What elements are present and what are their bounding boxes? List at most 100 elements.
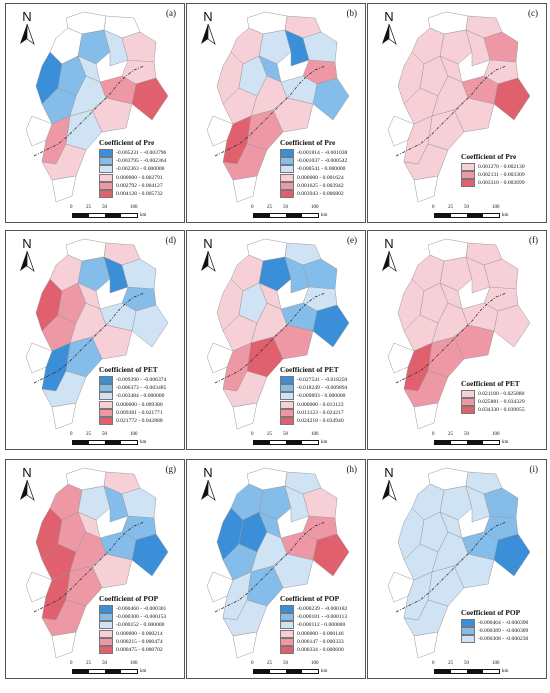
- scale-bar: 0 25 50 100 km: [70, 661, 147, 674]
- scale-unit: km: [321, 669, 328, 674]
- panel-label: (h): [346, 464, 358, 474]
- map-region: [103, 29, 129, 67]
- legend-range: 0.001270 - 0.002130: [478, 164, 525, 171]
- legend-entry: -0.027541 - -0.018250: [280, 376, 347, 385]
- map-region: [103, 485, 129, 523]
- scale-tick-label: 100: [130, 661, 138, 666]
- scale-tick-label: 50: [283, 661, 288, 666]
- legend-swatch: [99, 173, 113, 182]
- legend-range: 0.003310 - 0.003699: [478, 180, 525, 187]
- legend-swatch: [99, 637, 113, 646]
- legend-title: Coefficient of Pre: [280, 138, 336, 147]
- legend-swatch: [461, 635, 475, 644]
- north-arrow-shape: [382, 23, 397, 45]
- legend-swatch: [99, 376, 113, 385]
- legend-range: -0.000464 - -0.000390: [478, 620, 529, 627]
- legend-entry: 0.000215 - 0.000474: [99, 637, 166, 646]
- legend-entry: 0.021180 - 0.025880: [461, 390, 525, 399]
- legend-title: Coefficient of Pre: [99, 138, 155, 147]
- panel-label: (d): [165, 235, 177, 245]
- legend-entry: 0.021772 - 0.042888: [99, 417, 166, 426]
- scale-bar: 0 25 50 100 km: [251, 205, 327, 218]
- scale-tick-label: 0: [70, 205, 73, 210]
- legend-swatch: [280, 149, 294, 158]
- map-region: [493, 304, 531, 348]
- choropleth-map: [206, 467, 350, 659]
- legend-entry: 0.024218 - 0.034940: [280, 417, 347, 426]
- legend-range: 0.009381 - 0.021771: [116, 409, 163, 416]
- legend-entry: -0.000112 - 0.000000: [280, 621, 347, 630]
- legend-entry: -0.000389 - -0.000309: [461, 627, 528, 636]
- legend-swatch: [99, 629, 113, 638]
- map-region: [312, 533, 350, 577]
- scale-bar-segments: [434, 669, 500, 674]
- legend-range: 0.000000 - 0.013122: [297, 401, 344, 408]
- legend-swatch: [461, 179, 475, 188]
- scale-bar-segments: [253, 213, 319, 218]
- scale-bar: 0 25 50 100 km: [251, 432, 327, 445]
- scale-tick-label: 50: [283, 432, 288, 437]
- map-region: [312, 77, 350, 121]
- legend-entry: 0.000000 - 0.013122: [280, 400, 347, 409]
- legend: Coefficient of Pre 0.001270 - 0.002130 0.0…: [461, 152, 525, 188]
- north-arrow-shape: [20, 250, 35, 272]
- legend-swatch: [99, 165, 113, 174]
- north-arrow-shape: [382, 250, 397, 272]
- scale-tick-label: 100: [492, 205, 500, 210]
- legend-range: 0.000475 - 0.000702: [116, 647, 163, 654]
- choropleth-map: [25, 238, 169, 430]
- legend-range: 0.034330 - 0.039055: [478, 407, 525, 414]
- scale-unit: km: [140, 669, 147, 674]
- choropleth-map: [206, 238, 350, 430]
- legend-swatch: [99, 417, 113, 426]
- north-arrow-icon: N: [378, 466, 400, 506]
- north-label: N: [384, 9, 394, 24]
- map-region: [232, 631, 258, 659]
- river-line: [33, 292, 145, 384]
- scale-tick-label: 0: [251, 205, 254, 210]
- legend-entry: 0.013123 - 0.024217: [280, 408, 347, 417]
- scale-tick-label: 50: [102, 432, 107, 437]
- map-region: [25, 342, 53, 374]
- legend-swatch: [280, 646, 294, 655]
- legend-entry: 0.003310 - 0.003699: [461, 179, 525, 188]
- river-line: [395, 65, 507, 157]
- legend-entry: 0.000000 - 0.000146: [280, 629, 347, 638]
- legend-entry: 0.002792 - 0.004127: [99, 181, 166, 190]
- legend-entry: -0.003484 - 0.000000: [99, 392, 166, 401]
- legend-entry: -0.000541 - 0.000000: [280, 165, 347, 174]
- choropleth-map: [387, 467, 531, 659]
- scale-unit: km: [502, 669, 509, 674]
- panel-label: (b): [346, 8, 358, 18]
- legend: Coefficient of POP -0.000460 - -0.000301-…: [99, 594, 167, 655]
- legend-entry: 0.001270 - 0.002130: [461, 163, 525, 172]
- legend-swatch: [99, 181, 113, 190]
- scale-tick-label: 50: [283, 205, 288, 210]
- legend-entry: -0.000181 - -0.000113: [280, 613, 347, 622]
- scale-tick-label: 100: [311, 661, 319, 666]
- river-line: [395, 521, 507, 613]
- scale-bar-segments: [72, 669, 138, 674]
- north-arrow-icon: N: [16, 466, 38, 506]
- north-arrow-icon: N: [378, 237, 400, 277]
- north-arrow-icon: N: [197, 466, 219, 506]
- panel-label: (e): [347, 235, 357, 245]
- legend-swatch: [461, 398, 475, 407]
- north-label: N: [203, 236, 213, 251]
- legend: Coefficient of POP -0.000464 - -0.000390-…: [461, 608, 528, 644]
- legend-range: 0.024218 - 0.034940: [297, 418, 344, 425]
- map-panel: (c) N Coefficient of Pre 0.001270 - 0.00213…: [367, 3, 547, 223]
- map-region: [232, 402, 258, 430]
- choropleth-map: [206, 11, 350, 203]
- north-arrow-icon: N: [197, 10, 219, 50]
- legend-entry: 0.004128 - 0.005732: [99, 190, 166, 199]
- legend-title: Coefficient of Pre: [461, 152, 517, 161]
- legend-range: 0.013123 - 0.024217: [297, 409, 344, 416]
- legend-swatch: [461, 163, 475, 172]
- legend-entry: 0.002131 - 0.003309: [461, 171, 525, 180]
- map-region: [284, 256, 310, 294]
- scale-tick-label: 50: [102, 661, 107, 666]
- scale-tick-label: 25: [448, 205, 453, 210]
- legend-range: -0.000300 - -0.000153: [116, 614, 167, 621]
- scale-tick-label: 100: [130, 432, 138, 437]
